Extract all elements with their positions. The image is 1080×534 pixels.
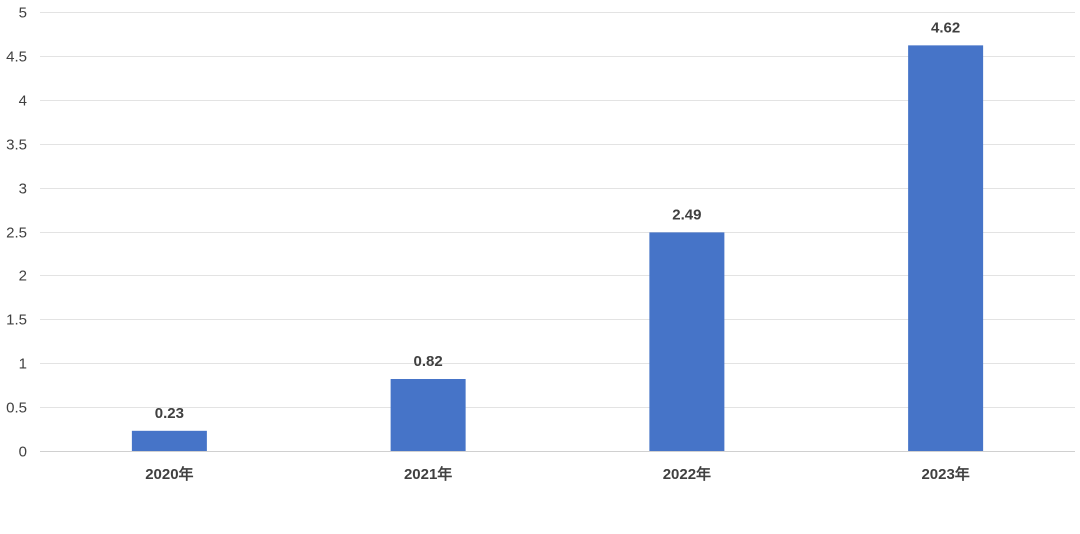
y-tick-label: 1.5 — [6, 312, 27, 329]
x-category-label: 2021年 — [404, 465, 452, 483]
y-axis-ticks: 0 0.5 1 1.5 2 2.5 3 3.5 4 4.5 5 — [6, 5, 27, 461]
gridlines — [40, 12, 1075, 452]
x-category-label: 2023年 — [921, 465, 969, 483]
y-tick-label: 2.5 — [6, 225, 27, 242]
y-tick-label: 4 — [19, 93, 27, 110]
x-axis-categories: 2020年 2021年 2022年 2023年 — [145, 465, 970, 483]
y-tick-label: 0 — [19, 444, 27, 461]
bar-value-label: 4.62 — [931, 19, 960, 36]
bar — [390, 379, 466, 451]
y-tick-label: 1 — [19, 356, 27, 373]
bar — [649, 232, 725, 451]
data-labels: 0.23 0.82 2.49 4.62 — [155, 19, 960, 421]
bars — [131, 45, 984, 451]
x-category-label: 2020年 — [145, 465, 193, 483]
bar — [131, 430, 207, 451]
y-tick-label: 3 — [19, 181, 27, 198]
y-tick-label: 5 — [19, 5, 27, 22]
y-tick-label: 0.5 — [6, 400, 27, 417]
y-tick-label: 4.5 — [6, 49, 27, 66]
bar — [908, 45, 984, 451]
y-tick-label: 2 — [19, 268, 27, 285]
y-tick-label: 3.5 — [6, 137, 27, 154]
bar-value-label: 0.82 — [414, 353, 443, 370]
x-category-label: 2022年 — [663, 465, 711, 483]
bar-value-label: 0.23 — [155, 405, 184, 422]
bar-value-label: 2.49 — [672, 206, 701, 223]
